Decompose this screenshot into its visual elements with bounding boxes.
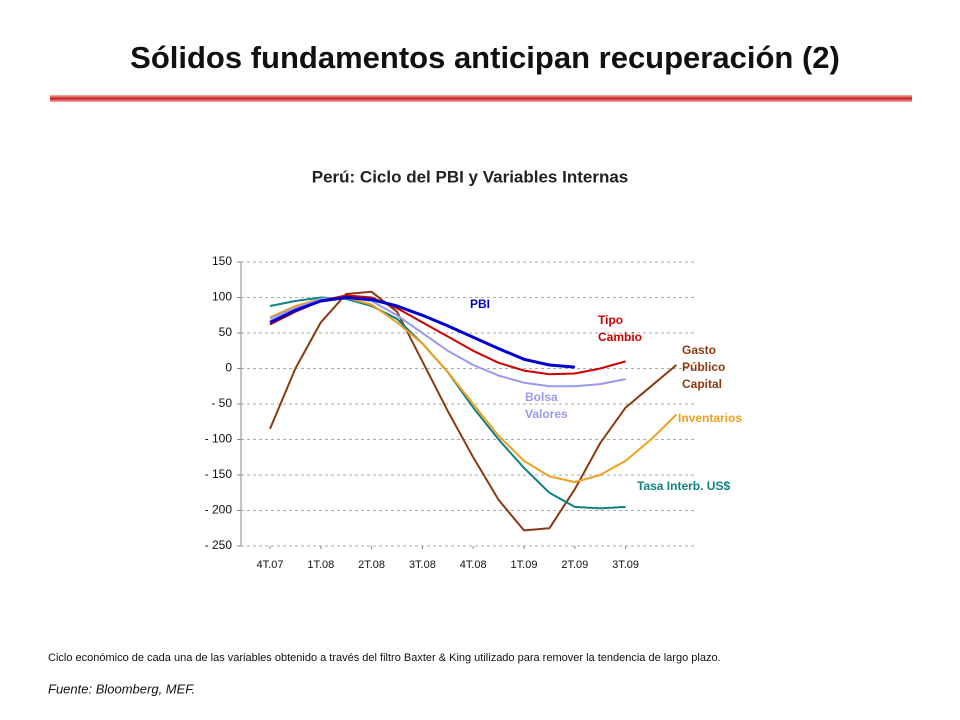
series-line — [269, 296, 575, 369]
x-tick-label: 1T.08 — [307, 559, 334, 571]
y-tick-label: - 50 — [211, 396, 232, 410]
x-tick-label: 4T.07 — [257, 559, 284, 571]
y-tick-label: 50 — [219, 325, 233, 339]
footnote: Ciclo económico de cada una de las varia… — [48, 652, 721, 664]
x-tick-label: 4T.08 — [460, 559, 487, 571]
x-tick-label: 2T.08 — [358, 559, 385, 571]
chart-title: Perú: Ciclo del PBI y Variables Internas — [312, 167, 629, 186]
x-tick-label: 3T.09 — [612, 559, 639, 571]
y-tick-label: - 150 — [205, 467, 233, 481]
y-tick-label: 150 — [212, 254, 232, 268]
title-rule — [50, 95, 912, 102]
y-tick-label: 100 — [212, 290, 232, 304]
y-tick-label: - 200 — [205, 503, 233, 517]
source: Fuente: Bloomberg, MEF. — [48, 681, 195, 696]
series-line — [269, 290, 678, 532]
x-tick-label: 2T.09 — [561, 559, 588, 571]
y-tick-label: 0 — [225, 361, 232, 375]
series-label: PBI — [470, 297, 491, 311]
y-tick-label: - 250 — [205, 538, 233, 552]
series-label: Gasto Público Capital — [682, 343, 726, 391]
series-line — [269, 294, 626, 376]
y-tick-label: - 100 — [205, 432, 233, 446]
series-label: Tasa Interb. US$ — [637, 479, 731, 493]
series-label: Tipo Cambio — [598, 313, 643, 344]
page-title: Sólidos fundamentos anticipan recuperaci… — [130, 40, 840, 75]
x-tick-label: 1T.09 — [511, 559, 538, 571]
series-label: Bolsa Valores — [525, 390, 568, 421]
series-label: Inventarios — [678, 411, 743, 425]
x-tick-label: 3T.08 — [409, 559, 436, 571]
